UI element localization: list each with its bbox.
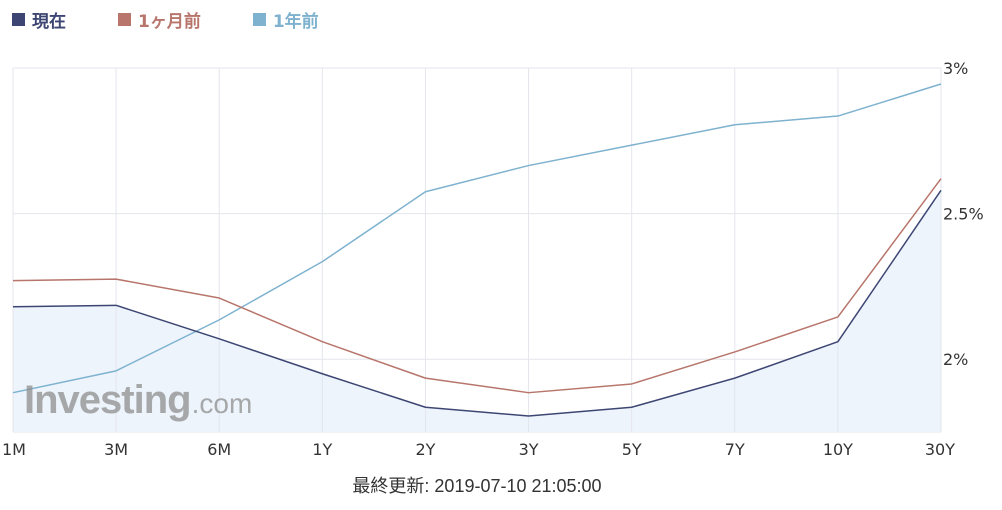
legend-label-one-year-ago: 1年前 (272, 11, 319, 32)
data-point-current-2Y (423, 405, 427, 409)
legend-label-current: 現在 (32, 11, 66, 32)
data-point-one-month-ago-1Y (320, 340, 324, 344)
x-tick-label-5Y: 5Y (622, 440, 642, 459)
data-point-one-year-ago-2Y (423, 190, 427, 194)
data-point-one-month-ago-2Y (423, 376, 427, 380)
series-line-one-month-ago (12, 178, 942, 394)
x-tick-label-1Y: 1Y (312, 440, 332, 459)
data-point-one-year-ago-10Y (836, 114, 840, 118)
data-point-one-year-ago-1M (11, 391, 15, 395)
series-line-one-year-ago (12, 83, 942, 394)
data-point-one-month-ago-5Y (630, 382, 634, 386)
data-point-one-month-ago-3M (114, 277, 118, 281)
data-point-one-year-ago-3M (114, 369, 118, 373)
data-point-current-3M (114, 303, 118, 307)
data-point-one-year-ago-7Y (733, 123, 737, 127)
data-point-current-7Y (733, 376, 737, 380)
data-point-one-year-ago-5Y (630, 143, 634, 147)
x-tick-label-6M: 6M (207, 440, 231, 459)
legend-item-one-month-ago[interactable]: 1ヶ月前 (118, 7, 201, 32)
data-point-one-month-ago-10Y (836, 315, 840, 319)
data-point-one-year-ago-6M (217, 318, 221, 322)
x-tick-label-2Y: 2Y (415, 440, 435, 459)
data-point-one-month-ago-7Y (733, 350, 737, 354)
x-tick-label-1M: 1M (2, 440, 26, 459)
x-tick-label-3M: 3M (104, 440, 128, 459)
investing-watermark: Investing .com (24, 378, 252, 423)
data-point-one-year-ago-30Y (939, 82, 943, 86)
data-point-current-10Y (836, 340, 840, 344)
y-tick-label-2: 3% (943, 59, 968, 78)
data-point-current-1Y (320, 372, 324, 376)
legend-item-current[interactable]: 現在 (12, 7, 66, 32)
legend-swatch-current (12, 12, 25, 26)
legend-swatch-one-year-ago (252, 12, 266, 26)
watermark-suffix-text: .com (191, 388, 253, 419)
data-point-current-5Y (630, 405, 634, 409)
watermark-main-text: Investing (24, 378, 192, 422)
data-point-one-month-ago-30Y (939, 177, 943, 181)
data-point-current-3Y (527, 414, 531, 418)
y-tick-label-1: 2.5% (943, 205, 984, 224)
data-point-current-1M (11, 305, 15, 309)
y-tick-label-0: 2% (943, 350, 968, 369)
x-tick-label-3Y: 3Y (519, 440, 539, 459)
series-line-current (12, 189, 942, 417)
series-area-current (13, 190, 941, 432)
x-tick-label-30Y: 30Y (925, 440, 955, 459)
legend-label-one-month-ago: 1ヶ月前 (138, 11, 201, 32)
data-point-one-year-ago-1Y (320, 260, 324, 264)
legend-item-one-year-ago[interactable]: 1年前 (252, 7, 319, 32)
last-updated-text: 最終更新: 2019-07-10 21:05:00 (352, 476, 602, 496)
data-point-current-30Y (939, 188, 943, 192)
data-point-one-month-ago-6M (217, 296, 221, 300)
data-point-one-year-ago-3Y (527, 164, 531, 168)
legend-swatch-one-month-ago (118, 12, 131, 26)
x-tick-label-7Y: 7Y (725, 440, 745, 459)
x-tick-label-10Y: 10Y (823, 440, 853, 459)
data-point-one-month-ago-3Y (527, 391, 531, 395)
data-point-one-month-ago-1M (11, 279, 15, 283)
data-point-current-6M (217, 337, 221, 341)
legend: 現在 1ヶ月前 1年前 (12, 6, 371, 32)
